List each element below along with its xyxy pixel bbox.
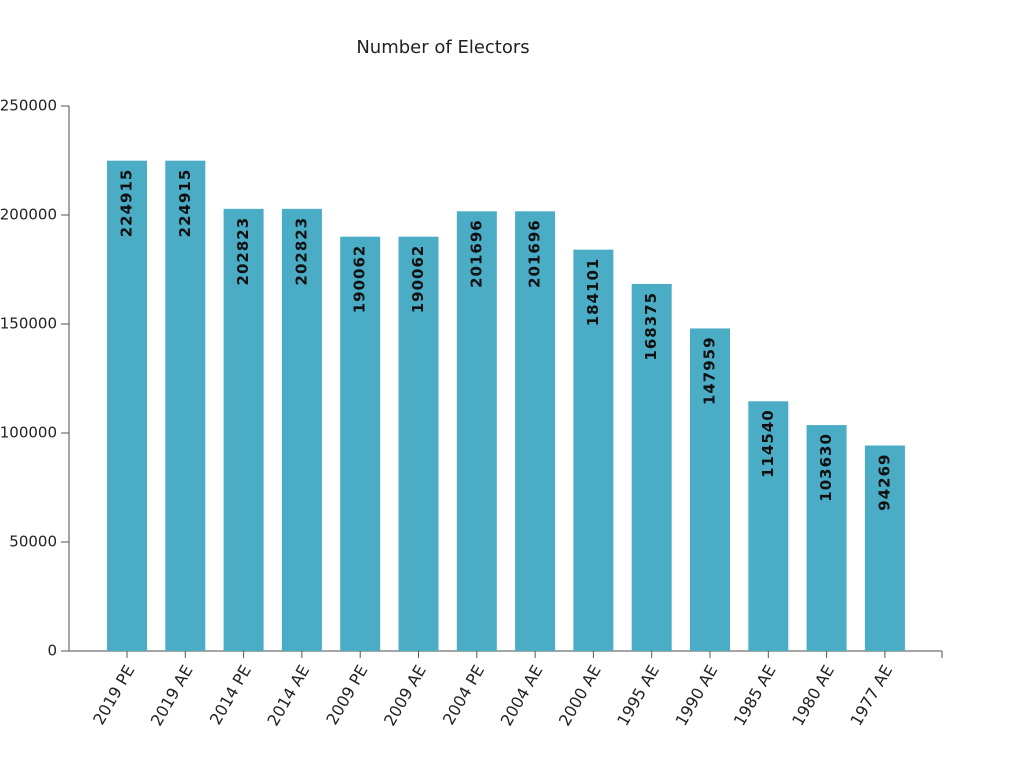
- bar: [631, 283, 672, 651]
- x-tick-label: 2014 PE: [206, 662, 255, 728]
- value-label: 202823: [234, 217, 252, 286]
- x-tick-label: 1995 AE: [613, 662, 663, 729]
- value-label: 201696: [526, 219, 544, 288]
- bar: [515, 211, 556, 651]
- value-label: 94269: [875, 453, 893, 510]
- y-tick-label: 50000: [9, 533, 57, 551]
- y-tick-label: 150000: [0, 315, 57, 333]
- bar: [806, 425, 847, 651]
- y-tick-label: 0: [47, 642, 57, 660]
- bar: [864, 445, 905, 651]
- value-label: 201696: [467, 219, 485, 288]
- x-tick-label: 1990 AE: [671, 662, 721, 729]
- x-tick-label: 2009 AE: [380, 662, 430, 729]
- bar: [223, 208, 264, 651]
- value-label: 190062: [409, 245, 427, 314]
- bar: [165, 160, 206, 651]
- x-tick-label: 2014 AE: [263, 662, 313, 729]
- y-tick-label: 200000: [0, 206, 57, 224]
- x-tick-label: 2009 PE: [322, 662, 371, 728]
- value-label: 103630: [817, 433, 835, 502]
- x-tick-label: 2019 AE: [147, 662, 197, 729]
- x-tick-label: 2004 AE: [497, 662, 547, 729]
- x-tick-label: 2019 PE: [89, 662, 138, 728]
- x-tick-label: 2000 AE: [555, 662, 605, 729]
- bar: [456, 211, 497, 651]
- chart-title: Number of Electors: [356, 37, 529, 58]
- value-label: 114540: [759, 409, 777, 478]
- value-label: 184101: [584, 258, 602, 327]
- value-label: 224915: [176, 169, 194, 238]
- x-tick-label: 1977 AE: [846, 662, 896, 729]
- bar: [340, 236, 381, 651]
- value-label: 147959: [701, 336, 719, 405]
- bar: [398, 236, 439, 651]
- y-tick-label: 100000: [0, 424, 57, 442]
- y-tick-label: 250000: [0, 97, 57, 115]
- value-label: 190062: [351, 245, 369, 314]
- value-label: 224915: [118, 169, 136, 238]
- value-label: 202823: [292, 217, 310, 286]
- bar: [573, 249, 614, 651]
- bar: [690, 328, 730, 651]
- value-label: 168375: [642, 292, 660, 361]
- bar: [281, 208, 322, 651]
- x-tick-label: 1980 AE: [788, 662, 838, 729]
- bar: [748, 401, 789, 651]
- x-tick-label: 1985 AE: [730, 662, 780, 729]
- x-tick-label: 2004 PE: [439, 662, 488, 728]
- bar: [107, 160, 147, 651]
